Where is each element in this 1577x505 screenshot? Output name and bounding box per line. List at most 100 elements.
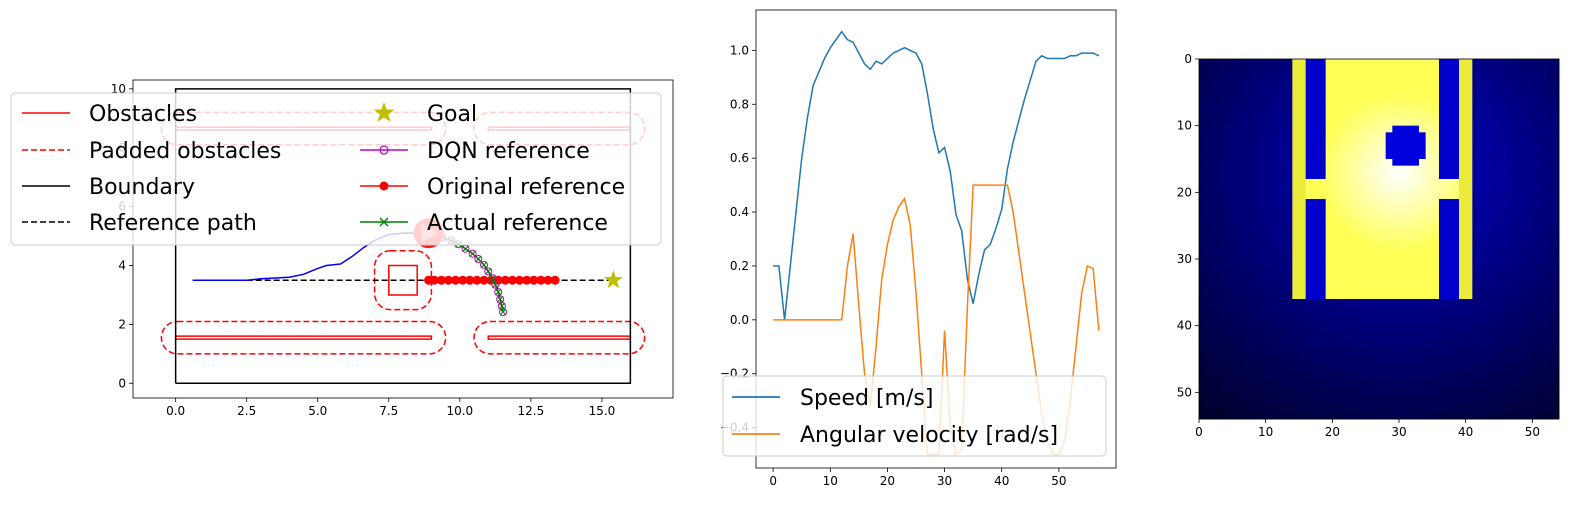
- heatmap-cell: [1512, 285, 1520, 293]
- heatmap-cell: [1345, 119, 1353, 126]
- heatmap-cell: [1325, 365, 1333, 373]
- heatmap-cell: [1285, 345, 1293, 353]
- heatmap-cell: [1245, 139, 1253, 146]
- heatmap-cell: [1259, 59, 1266, 66]
- heatmap-cell: [1519, 265, 1526, 273]
- heatmap-cell: [1519, 325, 1526, 333]
- heatmap-cell: [1299, 65, 1306, 73]
- heatmap-cell: [1539, 119, 1546, 126]
- heatmap-cell: [1465, 125, 1473, 133]
- heatmap-cell: [1432, 245, 1440, 253]
- heatmap-cell: [1392, 99, 1400, 106]
- heatmap-cell: [1459, 105, 1466, 113]
- heatmap-cell: [1465, 385, 1473, 393]
- heatmap-cell: [1379, 105, 1386, 113]
- heatmap-cell: [1512, 219, 1520, 226]
- heatmap-cell: [1472, 412, 1480, 420]
- heatmap-cell: [1472, 385, 1480, 393]
- heatmap-cell: [1525, 119, 1533, 126]
- heatmap-cell: [1465, 65, 1473, 73]
- heatmap-cell: [1439, 112, 1446, 120]
- heatmap-cell: [1539, 359, 1546, 366]
- heatmap-cell: [1525, 305, 1533, 313]
- heatmap-cell: [1199, 205, 1206, 213]
- padded-obstacle: [473, 320, 646, 355]
- heatmap-cell: [1485, 59, 1493, 66]
- heatmap-cell: [1485, 292, 1493, 300]
- heatmap-cell: [1512, 319, 1520, 326]
- heatmap-cell: [1319, 99, 1326, 106]
- heatmap-cell: [1279, 85, 1286, 93]
- heatmap-cell: [1525, 292, 1533, 300]
- heatmap-cell: [1519, 192, 1526, 200]
- heatmap-cell: [1352, 312, 1360, 320]
- heatmap-cell: [1372, 232, 1380, 240]
- heatmap-cell: [1479, 385, 1486, 393]
- heatmap-cell: [1279, 339, 1286, 346]
- heatmap-cell: [1319, 65, 1326, 73]
- heatmap-cell: [1439, 345, 1446, 353]
- heatmap-cell: [1519, 99, 1526, 106]
- heatmap-cell: [1239, 259, 1246, 266]
- heatmap-cell: [1399, 219, 1406, 226]
- heatmap-axes-frame: [1198, 58, 1560, 420]
- velocity-x-tick-label: 50: [1051, 474, 1066, 488]
- heatmap-cell: [1392, 265, 1400, 273]
- heatmap-cell: [1472, 225, 1480, 233]
- heatmap-cell: [1325, 279, 1333, 286]
- heatmap-cell: [1212, 399, 1220, 406]
- heatmap-cell: [1319, 239, 1326, 246]
- heatmap-cell: [1265, 292, 1273, 300]
- heatmap-cell: [1425, 72, 1433, 80]
- heatmap-cell: [1359, 112, 1366, 120]
- heatmap-cell: [1205, 172, 1213, 180]
- heatmap-cell: [1239, 179, 1246, 186]
- heatmap-cell: [1365, 252, 1373, 260]
- heatmap-cell: [1205, 372, 1213, 380]
- heatmap-cell: [1359, 159, 1366, 166]
- heatmap-cell: [1472, 259, 1480, 266]
- heatmap-cell: [1305, 405, 1313, 413]
- heatmap-cell: [1205, 279, 1213, 286]
- heatmap-cell: [1279, 185, 1286, 193]
- heatmap-cell: [1452, 219, 1460, 226]
- heatmap-cell: [1305, 339, 1313, 346]
- heatmap-y-tick-label: 30: [1177, 252, 1192, 266]
- heatmap-cell: [1339, 359, 1346, 366]
- heatmap-cell: [1285, 99, 1293, 106]
- heatmap-cell: [1352, 332, 1360, 340]
- heatmap-cell: [1399, 72, 1406, 80]
- heatmap-cell: [1352, 219, 1360, 226]
- heatmap-cell: [1412, 172, 1420, 180]
- heatmap-cell: [1405, 345, 1413, 353]
- heatmap-cell: [1232, 245, 1240, 253]
- heatmap-cell: [1552, 119, 1560, 126]
- heatmap-cell: [1505, 319, 1513, 326]
- heatmap-cell: [1332, 272, 1340, 280]
- heatmap-cell: [1325, 359, 1333, 366]
- heatmap-cell: [1472, 305, 1480, 313]
- heatmap-cell: [1419, 379, 1426, 386]
- heatmap-cell: [1372, 265, 1380, 273]
- heatmap-cell: [1505, 85, 1513, 93]
- heatmap-cell: [1285, 252, 1293, 260]
- heatmap-cell: [1339, 85, 1346, 93]
- heatmap-cell: [1365, 392, 1373, 400]
- heatmap-cell: [1545, 359, 1553, 366]
- heatmap-cell: [1252, 312, 1260, 320]
- heatmap-cell: [1232, 179, 1240, 186]
- heatmap-cell: [1252, 85, 1260, 93]
- heatmap-cell: [1212, 79, 1220, 86]
- heatmap-cell: [1212, 179, 1220, 186]
- heatmap-cell: [1365, 159, 1373, 166]
- heatmap-cell: [1372, 279, 1380, 286]
- heatmap-x-tick-label: 50: [1525, 425, 1540, 439]
- heatmap-cell: [1352, 132, 1360, 140]
- heatmap-cell: [1265, 99, 1273, 106]
- heatmap-cell: [1199, 365, 1206, 373]
- heatmap-cell: [1199, 219, 1206, 226]
- heatmap-cell: [1525, 139, 1533, 146]
- heatmap-cell: [1425, 352, 1433, 360]
- heatmap-cell: [1285, 352, 1293, 360]
- heatmap-cell: [1485, 332, 1493, 340]
